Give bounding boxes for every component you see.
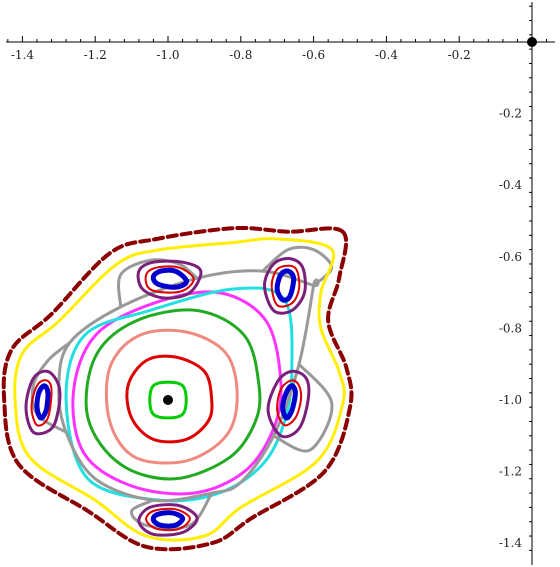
y-tick-label: -0.6 [499,250,522,264]
contour-curve [270,264,301,308]
contour-curve [13,237,346,542]
x-tick-label: -0.6 [302,48,325,62]
contour-curve [104,328,239,465]
contour-curve [274,268,297,303]
contour-curve [30,379,53,427]
contour-curve [276,379,303,427]
contour-curve [137,503,199,537]
contour-curve [117,258,199,309]
contour-curve [34,383,51,421]
contour-curve [145,507,191,532]
y-tick-label: -1.2 [499,465,522,479]
x-tick-label: -1.2 [84,48,107,62]
contour-curve [30,341,72,434]
contour-curve [266,369,311,439]
data-point [527,37,537,47]
contour-curve [150,267,189,290]
contour-curve [272,362,334,453]
x-tick-label: -0.8 [229,48,252,62]
x-tick-label: -1.0 [156,48,179,62]
x-axis-ticks: -1.4 -1.2 -1.0 -0.8 -0.6 -0.4 -0.2 [7,36,548,62]
contour-curve [125,354,214,444]
axes: -1.4 -1.2 -1.0 -0.8 -0.6 -0.4 -0.2 -0.2-0.4-0.… [6,2,555,565]
points [163,37,537,405]
curves [1,225,354,552]
contour-curve [136,259,203,300]
y-tick-label: -0.4 [499,178,523,192]
x-tick-label: -0.4 [375,48,399,62]
contour-curve [263,256,307,315]
contour-curve [84,308,262,481]
contour-curve [1,225,354,552]
x-tick-label: -1.4 [11,48,35,62]
contour-curve [24,369,62,436]
y-tick-label: -1.0 [499,393,522,407]
y-tick-label: -0.2 [499,107,522,121]
contour-curve [64,286,294,503]
x-tick-label: -0.2 [448,48,471,62]
y-axis-ticks: -0.2 -0.4 -0.6 -0.8 -1.0 -1.2 -1.4 [499,5,532,551]
contour-curve [71,290,283,496]
contour-curve [148,380,188,420]
contour-curve [280,383,298,421]
contour-curve [144,265,195,294]
contour-curve [150,510,186,529]
y-tick-label: -1.4 [499,536,523,550]
y-tick-label: -0.8 [499,321,522,335]
data-point [163,395,173,405]
